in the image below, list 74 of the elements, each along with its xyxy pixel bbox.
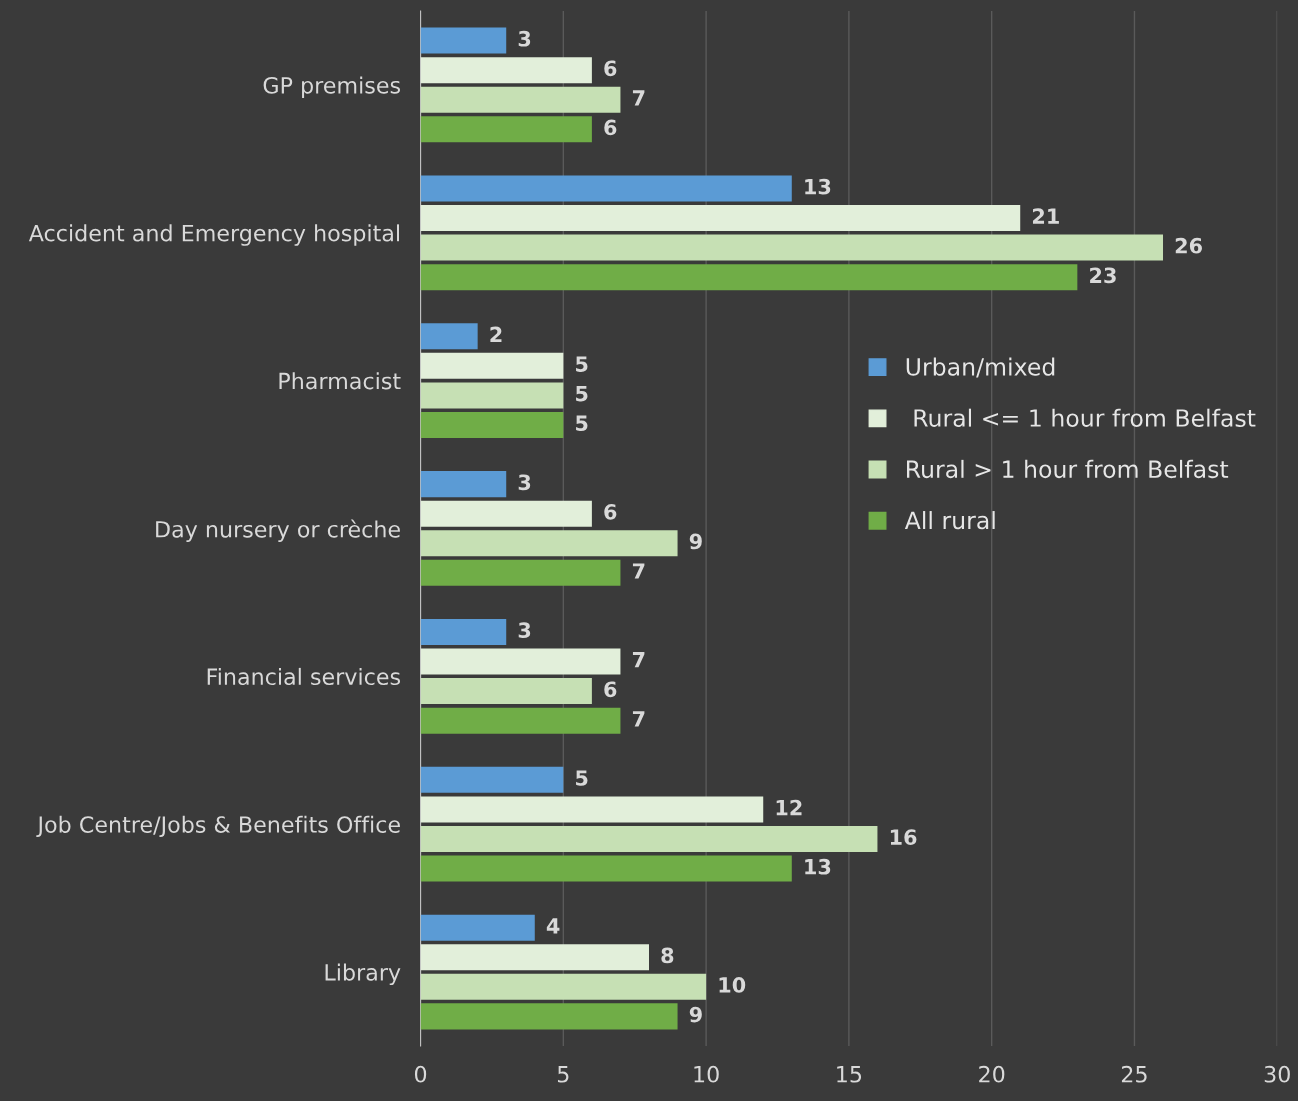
bar [420, 973, 707, 1000]
data-label: 26 [1175, 237, 1202, 254]
data-label: 5 [576, 385, 588, 402]
bar [420, 707, 621, 734]
bar [420, 530, 678, 557]
y-tick-label: GP premises [263, 76, 401, 98]
bar [420, 204, 1021, 232]
bar [420, 234, 1164, 261]
data-label: 6 [604, 119, 617, 136]
y-tick-label: Financial services [207, 667, 401, 686]
bar [420, 57, 592, 84]
data-label: 3 [518, 474, 531, 491]
bar [420, 796, 764, 823]
data-label: 23 [1090, 267, 1116, 284]
legend-label: All rural [904, 511, 995, 530]
data-label: 21 [1032, 208, 1059, 224]
data-label: 7 [632, 711, 645, 727]
data-label: 6 [604, 60, 617, 77]
data-label: 5 [576, 415, 588, 432]
x-tick-label: 15 [837, 1066, 862, 1083]
legend-label: Urban/mixed [906, 357, 1055, 378]
data-label: 13 [805, 178, 831, 195]
x-tick-label: 25 [1121, 1065, 1147, 1083]
bar [420, 352, 564, 379]
data-label: 13 [805, 858, 831, 875]
data-label: 9 [689, 533, 702, 550]
bar [420, 500, 592, 527]
x-tick-label: 5 [557, 1066, 569, 1083]
data-label: 10 [719, 977, 746, 993]
data-label: 6 [604, 681, 617, 698]
data-label: 5 [576, 770, 588, 786]
x-tick-label: 10 [694, 1065, 719, 1083]
x-tick-label: 30 [1264, 1065, 1290, 1083]
bar [420, 648, 621, 675]
data-label: 7 [632, 90, 645, 106]
bar [420, 175, 792, 202]
bar [420, 678, 592, 705]
bar [420, 471, 507, 498]
data-label: 16 [890, 829, 917, 846]
bar [420, 914, 535, 941]
data-label: 9 [689, 1006, 702, 1023]
bar [420, 825, 878, 852]
bar [420, 382, 564, 409]
data-label: 7 [632, 652, 645, 668]
bar [420, 323, 478, 350]
data-label: 8 [661, 947, 674, 964]
bar [420, 116, 592, 143]
bar [420, 86, 621, 113]
data-label: 12 [776, 799, 802, 816]
y-tick-label: Accident and Emergency hospital [28, 224, 400, 246]
y-tick-label: Day nursery or crèche [156, 519, 400, 542]
bar [420, 855, 792, 882]
data-label: 2 [490, 326, 502, 343]
data-label: 6 [604, 504, 617, 520]
data-label: 5 [576, 356, 588, 372]
bar [420, 1003, 678, 1030]
x-tick-label: 0 [414, 1065, 427, 1083]
x-tick-label: 20 [979, 1065, 1005, 1083]
bar [420, 766, 564, 793]
bar [420, 411, 564, 438]
bar [420, 618, 507, 645]
legend-label: Rural <= 1 hour from Belfast [914, 408, 1256, 427]
y-tick-label: Pharmacist [279, 372, 401, 390]
y-tick-label: Job Centre/Jobs & Benefits Office [36, 815, 400, 838]
data-label: 4 [546, 918, 560, 934]
bar [420, 264, 1078, 291]
legend-label: Rural > 1 hour from Belfast [907, 459, 1229, 479]
bar [420, 559, 621, 586]
y-tick-label: Library [325, 963, 401, 986]
data-label: 3 [518, 30, 531, 47]
bar [420, 27, 507, 54]
data-label: 3 [518, 622, 531, 639]
data-label: 7 [632, 563, 645, 579]
bar [420, 944, 649, 971]
